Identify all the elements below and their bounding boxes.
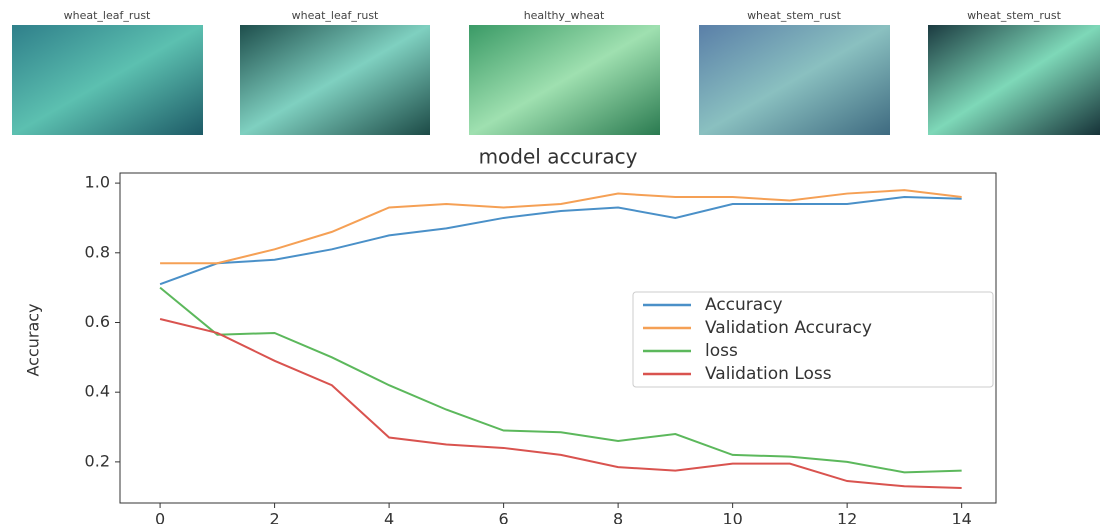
y-tick-label: 1.0 xyxy=(85,173,110,192)
thumbnail-label: wheat_stem_rust xyxy=(967,9,1062,22)
thumbnail-label: healthy_wheat xyxy=(524,9,605,22)
plot-frame xyxy=(119,172,997,504)
series-line xyxy=(159,196,962,286)
thumbnail-label: wheat_stem_rust xyxy=(747,9,842,22)
chart-title: model accuracy xyxy=(479,145,638,169)
legend-box xyxy=(632,291,994,388)
y-tick-label: 0.8 xyxy=(85,242,110,261)
x-tick-label: 6 xyxy=(499,510,509,524)
series-line xyxy=(159,318,962,490)
x-tick-label: 8 xyxy=(613,510,623,524)
legend-label: Accuracy xyxy=(705,295,783,315)
legend-label: Validation Accuracy xyxy=(705,318,872,338)
x-tick-label: 2 xyxy=(269,510,279,524)
series-line xyxy=(160,189,962,265)
x-tick-label: 14 xyxy=(951,510,971,524)
y-tick-label: 0.6 xyxy=(85,312,110,331)
thumbnail xyxy=(12,25,203,135)
thumbnail xyxy=(240,25,430,135)
y-tick-label: 0.2 xyxy=(85,451,110,470)
y-tick-label: 0.4 xyxy=(85,382,110,401)
x-tick-label: 12 xyxy=(837,510,857,524)
x-tick-label: 0 xyxy=(155,510,165,524)
thumbnail xyxy=(928,25,1100,135)
legend-label: Validation Loss xyxy=(705,364,832,384)
legend-label: loss xyxy=(705,341,738,361)
thumbnail xyxy=(469,25,660,135)
series-line xyxy=(159,286,962,474)
thumbnail-label: wheat_leaf_rust xyxy=(64,9,151,22)
x-tick-label: 4 xyxy=(384,510,394,524)
thumbnail xyxy=(699,25,890,135)
x-tick-label: 10 xyxy=(722,510,742,524)
thumbnail-label: wheat_leaf_rust xyxy=(292,9,379,22)
y-axis-label: Accuracy xyxy=(24,303,43,376)
